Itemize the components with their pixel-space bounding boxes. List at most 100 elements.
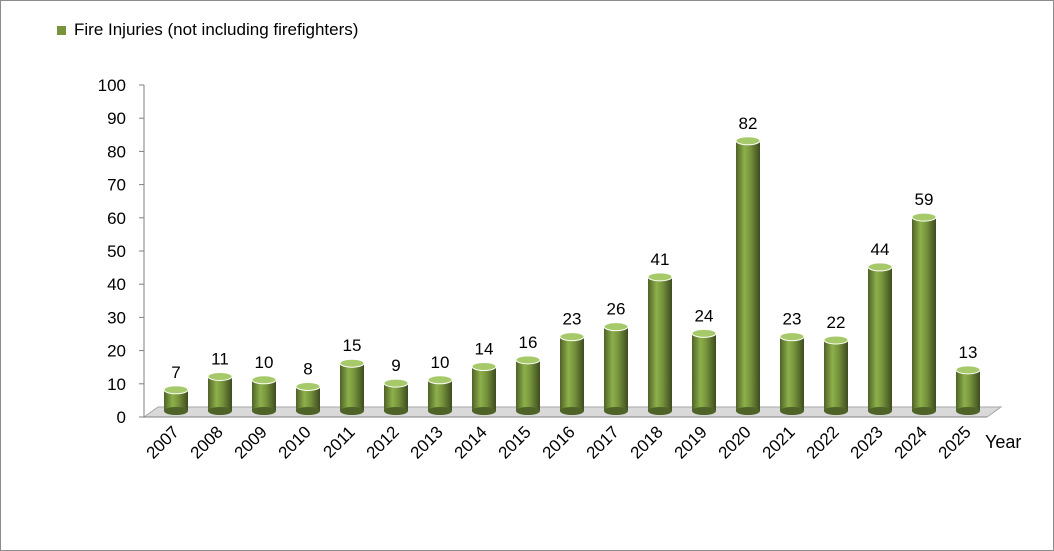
bar-2009 (251, 375, 277, 415)
bar-2020 (735, 136, 761, 415)
bar-top (207, 371, 233, 381)
bar-2016 (559, 332, 585, 415)
bar-2008 (207, 371, 233, 415)
bar-base (208, 407, 232, 415)
bar-body (472, 366, 496, 411)
bar-top (471, 362, 497, 372)
bar-base (956, 407, 980, 415)
bar-top (251, 375, 277, 385)
data-label-2011: 15 (343, 336, 362, 355)
x-tick-label-2010: 2010 (275, 422, 315, 462)
bar-base (164, 407, 188, 415)
bar-2025 (955, 365, 981, 415)
data-label-2016: 23 (563, 310, 582, 329)
bar-top (383, 378, 409, 388)
bar-2011 (339, 358, 365, 415)
x-tick-label-2021: 2021 (759, 422, 799, 462)
bar-body (868, 266, 892, 411)
data-label-2025: 13 (959, 343, 978, 362)
bar-base (472, 407, 496, 415)
x-tick-label-2007: 2007 (143, 422, 183, 462)
data-label-2021: 23 (783, 310, 802, 329)
y-tick-label: 80 (107, 142, 126, 161)
bar-body (164, 389, 188, 411)
x-tick-label-2016: 2016 (539, 422, 579, 462)
bar-body (736, 140, 760, 411)
x-axis-title: Year (985, 432, 1021, 452)
data-label-2009: 10 (255, 353, 274, 372)
x-tick-label-2020: 2020 (715, 422, 755, 462)
bar-body (824, 339, 848, 411)
bar-top (603, 322, 629, 332)
bar-top (559, 332, 585, 342)
bar-top (515, 355, 541, 365)
x-tick-label-2019: 2019 (671, 422, 711, 462)
bar-2010 (295, 381, 321, 415)
data-label-2013: 10 (431, 353, 450, 372)
bar-2017 (603, 322, 629, 415)
data-label-2010: 8 (303, 359, 312, 378)
bar-top (647, 272, 673, 282)
y-tick-label: 10 (107, 375, 126, 394)
bar-top (295, 381, 321, 391)
data-label-2023: 44 (871, 240, 890, 259)
bar-base (252, 407, 276, 415)
bar-body (912, 217, 936, 411)
bar-body (208, 376, 232, 411)
x-tick-label-2013: 2013 (407, 422, 447, 462)
bar-body (340, 363, 364, 411)
bar-2015 (515, 355, 541, 415)
data-label-2018: 41 (651, 250, 670, 269)
bar-base (824, 407, 848, 415)
bar-body (956, 369, 980, 411)
y-tick-label: 40 (107, 275, 126, 294)
bar-body (780, 336, 804, 411)
bar-2022 (823, 335, 849, 415)
x-tick-label-2011: 2011 (320, 422, 359, 461)
bar-base (296, 407, 320, 415)
x-tick-label-2008: 2008 (187, 422, 227, 462)
data-label-2007: 7 (171, 363, 180, 382)
bar-2019 (691, 328, 717, 415)
bar-2018 (647, 272, 673, 415)
data-label-2024: 59 (915, 190, 934, 209)
bar-body (604, 326, 628, 411)
x-tick-label-2022: 2022 (803, 422, 843, 462)
bar-base (868, 407, 892, 415)
bar-base (428, 407, 452, 415)
data-label-2014: 14 (475, 340, 494, 359)
bar-top (427, 375, 453, 385)
bar-base (560, 407, 584, 415)
y-tick-label: 50 (107, 242, 126, 261)
data-label-2020: 82 (739, 114, 758, 133)
bar-base (340, 407, 364, 415)
x-tick-label-2025: 2025 (935, 422, 975, 462)
y-tick-label: 90 (107, 109, 126, 128)
bar-body (516, 359, 540, 411)
bar-base (384, 407, 408, 415)
bar-body (428, 379, 452, 411)
x-tick-label-2018: 2018 (627, 422, 667, 462)
data-label-2012: 9 (391, 356, 400, 375)
bar-top (867, 262, 893, 272)
y-tick-label: 60 (107, 209, 126, 228)
x-tick-label-2009: 2009 (231, 422, 271, 462)
bar-top (911, 212, 937, 222)
bar-body (648, 276, 672, 411)
bar-2023 (867, 262, 893, 415)
bar-top (823, 335, 849, 345)
bar-top (735, 136, 761, 146)
y-tick-label: 100 (98, 76, 126, 95)
x-tick-label-2017: 2017 (583, 422, 623, 462)
y-tick-label: 20 (107, 342, 126, 361)
bar-body (384, 383, 408, 411)
bar-base (736, 407, 760, 415)
x-tick-label-2024: 2024 (891, 422, 931, 462)
y-tick-label: 70 (107, 176, 126, 195)
bar-2013 (427, 375, 453, 415)
legend-swatch (57, 25, 66, 35)
x-tick-label-2023: 2023 (847, 422, 887, 462)
bar-top (955, 365, 981, 375)
x-tick-label-2014: 2014 (451, 422, 491, 462)
